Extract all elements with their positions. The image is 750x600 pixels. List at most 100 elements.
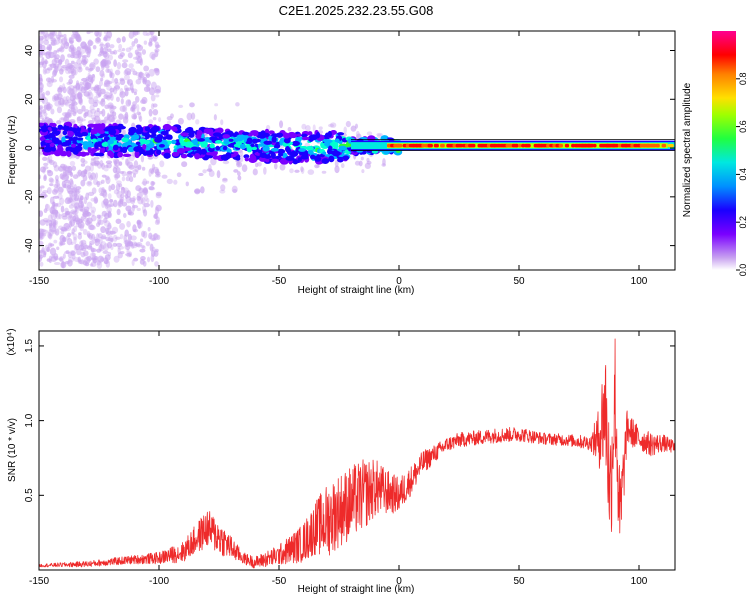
spectrogram-noise-blob [178, 104, 184, 109]
spectrogram-noise-blob [312, 124, 316, 132]
spectrogram-noise-blob [60, 117, 65, 121]
spectrogram-noise-blob [70, 154, 76, 159]
spectrogram-noise-blob [39, 77, 43, 82]
spectrogram-noise-blob [105, 42, 111, 48]
spectrogram-noise-blob [52, 222, 57, 228]
spectrogram-noise-blob [96, 91, 103, 97]
spectrogram-noise-blob [80, 179, 86, 187]
spectrogram-noise-blob [131, 259, 135, 266]
spectrogram-noise-blob [63, 115, 70, 122]
spectrogram-noise-blob [119, 77, 125, 82]
spectrogram-line-segment [661, 143, 667, 148]
spectrogram-noise-blob [216, 170, 221, 179]
spectrogram-noise-blob [122, 59, 129, 63]
spectrogram-noise-blob [42, 156, 48, 161]
spectrogram-noise-blob [141, 181, 147, 185]
spectrogram-noise-blob [81, 54, 88, 59]
spectrogram-noise-blob [95, 66, 101, 73]
spectrogram-line-segment [427, 143, 433, 148]
spectrogram-noise-blob [47, 32, 55, 40]
colorbar-tick-label: 0.4 [738, 168, 748, 181]
spectrogram-noise-blob [377, 133, 382, 139]
spectrogram-noise-blob [46, 169, 52, 173]
spectrogram-noise-blob [92, 44, 97, 50]
spectrogram-ridge-blob [51, 136, 57, 142]
spectrogram-noise-blob [77, 91, 83, 99]
spectrogram-noise-blob [202, 169, 207, 174]
spectrogram-noise-blob [366, 131, 373, 136]
spectrogram-noise-blob [152, 108, 159, 116]
spectrogram-noise-blob [149, 243, 154, 252]
spectrogram-ridge-blob [270, 147, 279, 152]
spectrogram-ridge-blob [121, 146, 128, 151]
spectrogram-line-segment [524, 143, 531, 148]
spectrogram-noise-blob [64, 101, 71, 107]
spectrogram-noise-blob [39, 219, 46, 226]
spectrogram-noise-blob [39, 186, 43, 194]
spectrogram-noise-blob [61, 212, 68, 218]
spectrogram-ridge-blob [144, 126, 151, 132]
spectrogram-ridge-blob [101, 142, 108, 147]
spectrogram-ridge-blob [107, 150, 113, 156]
spectrogram-noise-blob [86, 180, 93, 187]
spectrogram-ridge-blob [180, 132, 189, 137]
spectrogram-noise-blob [82, 212, 87, 219]
spectrogram-noise-blob [154, 261, 159, 267]
spectrogram-noise-blob [107, 48, 112, 53]
spectrogram-axes: -150 -100 -50 0 50 100 -40 -20 0 20 40 [24, 31, 675, 287]
spectrogram-noise-blob [151, 53, 156, 61]
spectrogram-noise-blob [49, 196, 55, 205]
colorbar-label: Normalized spectral amplitude [682, 82, 693, 217]
spectrogram-ridge-blob [132, 134, 140, 140]
spectrogram-noise-blob [90, 108, 97, 114]
spectrogram-noise-blob [60, 242, 66, 246]
spectrogram-noise-blob [54, 100, 61, 107]
spectrogram-noise-blob [92, 257, 98, 263]
spectrogram-noise-blob [177, 117, 184, 125]
spectrogram-noise-blob [39, 234, 42, 239]
spectrogram-noise-blob [221, 178, 228, 183]
spectrogram-noise-blob [76, 219, 81, 225]
spectrogram-noise-blob [96, 214, 101, 219]
spectrogram-noise-blob [114, 173, 121, 179]
spectrogram-ridge-blob [291, 140, 300, 147]
spectrogram-ridge-blob [154, 137, 163, 143]
spectrogram-noise-blob [73, 236, 77, 245]
spectrogram-noise-blob [79, 118, 86, 122]
spectrogram-noise-blob [123, 234, 127, 243]
spectrogram-noise-blob [109, 71, 113, 79]
spectrogram-noise-blob [59, 46, 65, 53]
spectrogram-noise-blob [104, 79, 110, 86]
spectrogram-noise-blob [61, 237, 67, 243]
spectrogram-noise-blob [95, 172, 99, 180]
spectrogram-noise-blob [63, 115, 68, 122]
spectrogram-noise-blob [75, 80, 80, 86]
spectrogram-ridge-blob [222, 145, 228, 151]
spectrogram-ridge-blob [87, 123, 96, 128]
spectrogram-noise-blob [128, 164, 135, 170]
spectrogram-noise-blob [86, 211, 92, 217]
spectrogram-ridge-blob [228, 138, 234, 142]
spectrogram-noise-blob [321, 170, 327, 174]
spectrogram-noise-blob [115, 96, 120, 102]
spectrogram-noise-blob [289, 168, 294, 174]
spectrogram-x-label: Height of straight line (km) [298, 285, 415, 296]
spectrogram-noise-blob [78, 244, 85, 251]
spectrogram-ridge-blob [45, 142, 50, 150]
spectrogram-noise-blob [345, 120, 351, 128]
spectrogram-ridge-blob [331, 150, 341, 157]
spectrogram-noise-blob [51, 38, 57, 43]
spectrogram-noise-blob [100, 257, 105, 262]
spectrogram-noise-blob [334, 165, 340, 174]
spectrogram-ridge-blob [144, 139, 151, 145]
spectrogram-noise-blob [118, 183, 123, 188]
spectrogram-ridge-blob [321, 158, 330, 165]
spectrogram-noise-blob [118, 199, 124, 208]
spectrogram-noise-blob [80, 157, 86, 164]
spectrogram-noise-blob [105, 176, 111, 185]
spectrogram-ridge-blob [196, 147, 202, 153]
spectrogram-ridge-blob [180, 153, 188, 159]
spectrogram-noise-blob [110, 245, 114, 251]
spectrogram-noise-blob [53, 39, 60, 45]
